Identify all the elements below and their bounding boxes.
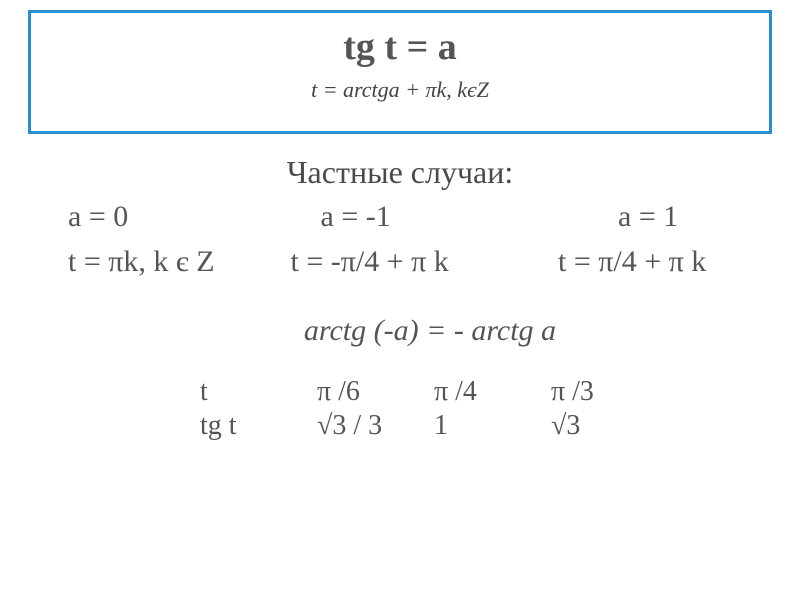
formula-title: tg t = a [51, 25, 749, 69]
a-values-row: а = 0 а = -1 а = 1 [50, 197, 750, 238]
a-zero: а = 0 [68, 197, 313, 238]
t-one: t = π/4 + π k [558, 242, 706, 283]
table-value-row: tg t √3 / 3 1 √3 [200, 410, 750, 442]
t-values-row: t = πk, k є Z t = -π/4 + π k t = π/4 + π… [50, 242, 750, 283]
table-header-row: t π /6 π /4 π /3 [200, 376, 750, 408]
angle-pi3: π /3 [551, 376, 661, 408]
val-pi6: √3 / 3 [317, 410, 427, 442]
cases-heading: Частные случаи: [50, 154, 750, 191]
tgt-label: tg t [200, 410, 310, 442]
val-pi3: √3 [551, 410, 661, 442]
angle-pi4: π /4 [434, 376, 544, 408]
values-table: t π /6 π /4 π /3 tg t √3 / 3 1 √3 [50, 376, 750, 442]
a-one: а = 1 [618, 197, 678, 238]
arctg-identity: arctg (-a) = - arctg a [50, 314, 750, 348]
t-zero: t = πk, k є Z [50, 242, 283, 283]
angle-pi6: π /6 [317, 376, 427, 408]
a-neg-one: а = -1 [321, 197, 611, 238]
formula-box: tg t = a t = arctga + πk, kєZ [28, 10, 772, 134]
content-region: Частные случаи: а = 0 а = -1 а = 1 t = π… [10, 154, 790, 442]
t-neg-one: t = -π/4 + π k [291, 242, 551, 283]
angle-label: t [200, 376, 310, 408]
formula-solution: t = arctga + πk, kєZ [51, 77, 749, 103]
val-pi4: 1 [434, 410, 544, 442]
